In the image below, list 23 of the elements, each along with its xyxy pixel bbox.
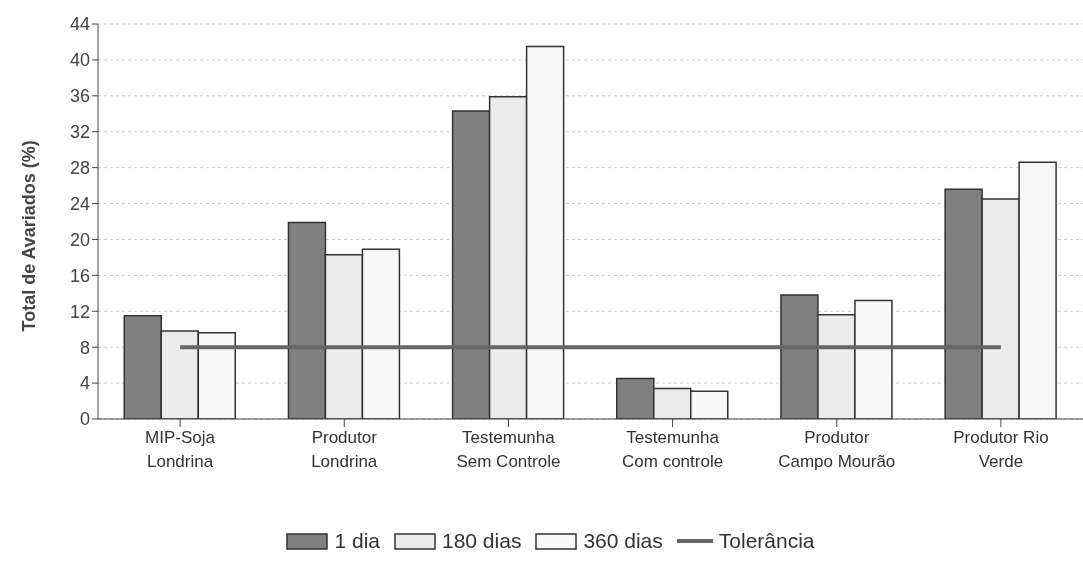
x-tick-label: Testemunha Com controle [622, 428, 724, 471]
y-tick-label: 4 [79, 373, 90, 394]
y-tick-label: 16 [69, 265, 90, 286]
x-tick-label: MIP-Soja Londrina [145, 428, 216, 471]
legend-label: 360 dias [583, 529, 663, 553]
x-tick-label: Produtor Londrina [311, 428, 378, 471]
legend-label: Tolerância [718, 529, 815, 553]
x-tick-label: Produtor Campo Mourão [778, 428, 896, 471]
y-tick-label: 32 [69, 122, 90, 143]
y-tick-label: 12 [69, 301, 90, 322]
y-tick-label: 36 [69, 86, 90, 107]
x-tick-label: Testemunha Sem Controle [456, 428, 561, 471]
x-tick-label: Produtor Rio Verde [953, 428, 1049, 471]
y-axis-title: Total de Avariados (%) [19, 140, 40, 332]
legend-label: 180 dias [442, 529, 522, 553]
y-tick-label: 8 [79, 337, 90, 358]
y-tick-label: 40 [69, 50, 90, 71]
y-tick-label: 20 [69, 229, 90, 250]
legend-label: 1 dia [334, 529, 380, 553]
y-tick-label: 24 [69, 193, 90, 214]
y-tick-label: 44 [69, 14, 90, 35]
y-tick-label: 0 [79, 409, 90, 430]
y-tick-label: 28 [69, 158, 90, 179]
